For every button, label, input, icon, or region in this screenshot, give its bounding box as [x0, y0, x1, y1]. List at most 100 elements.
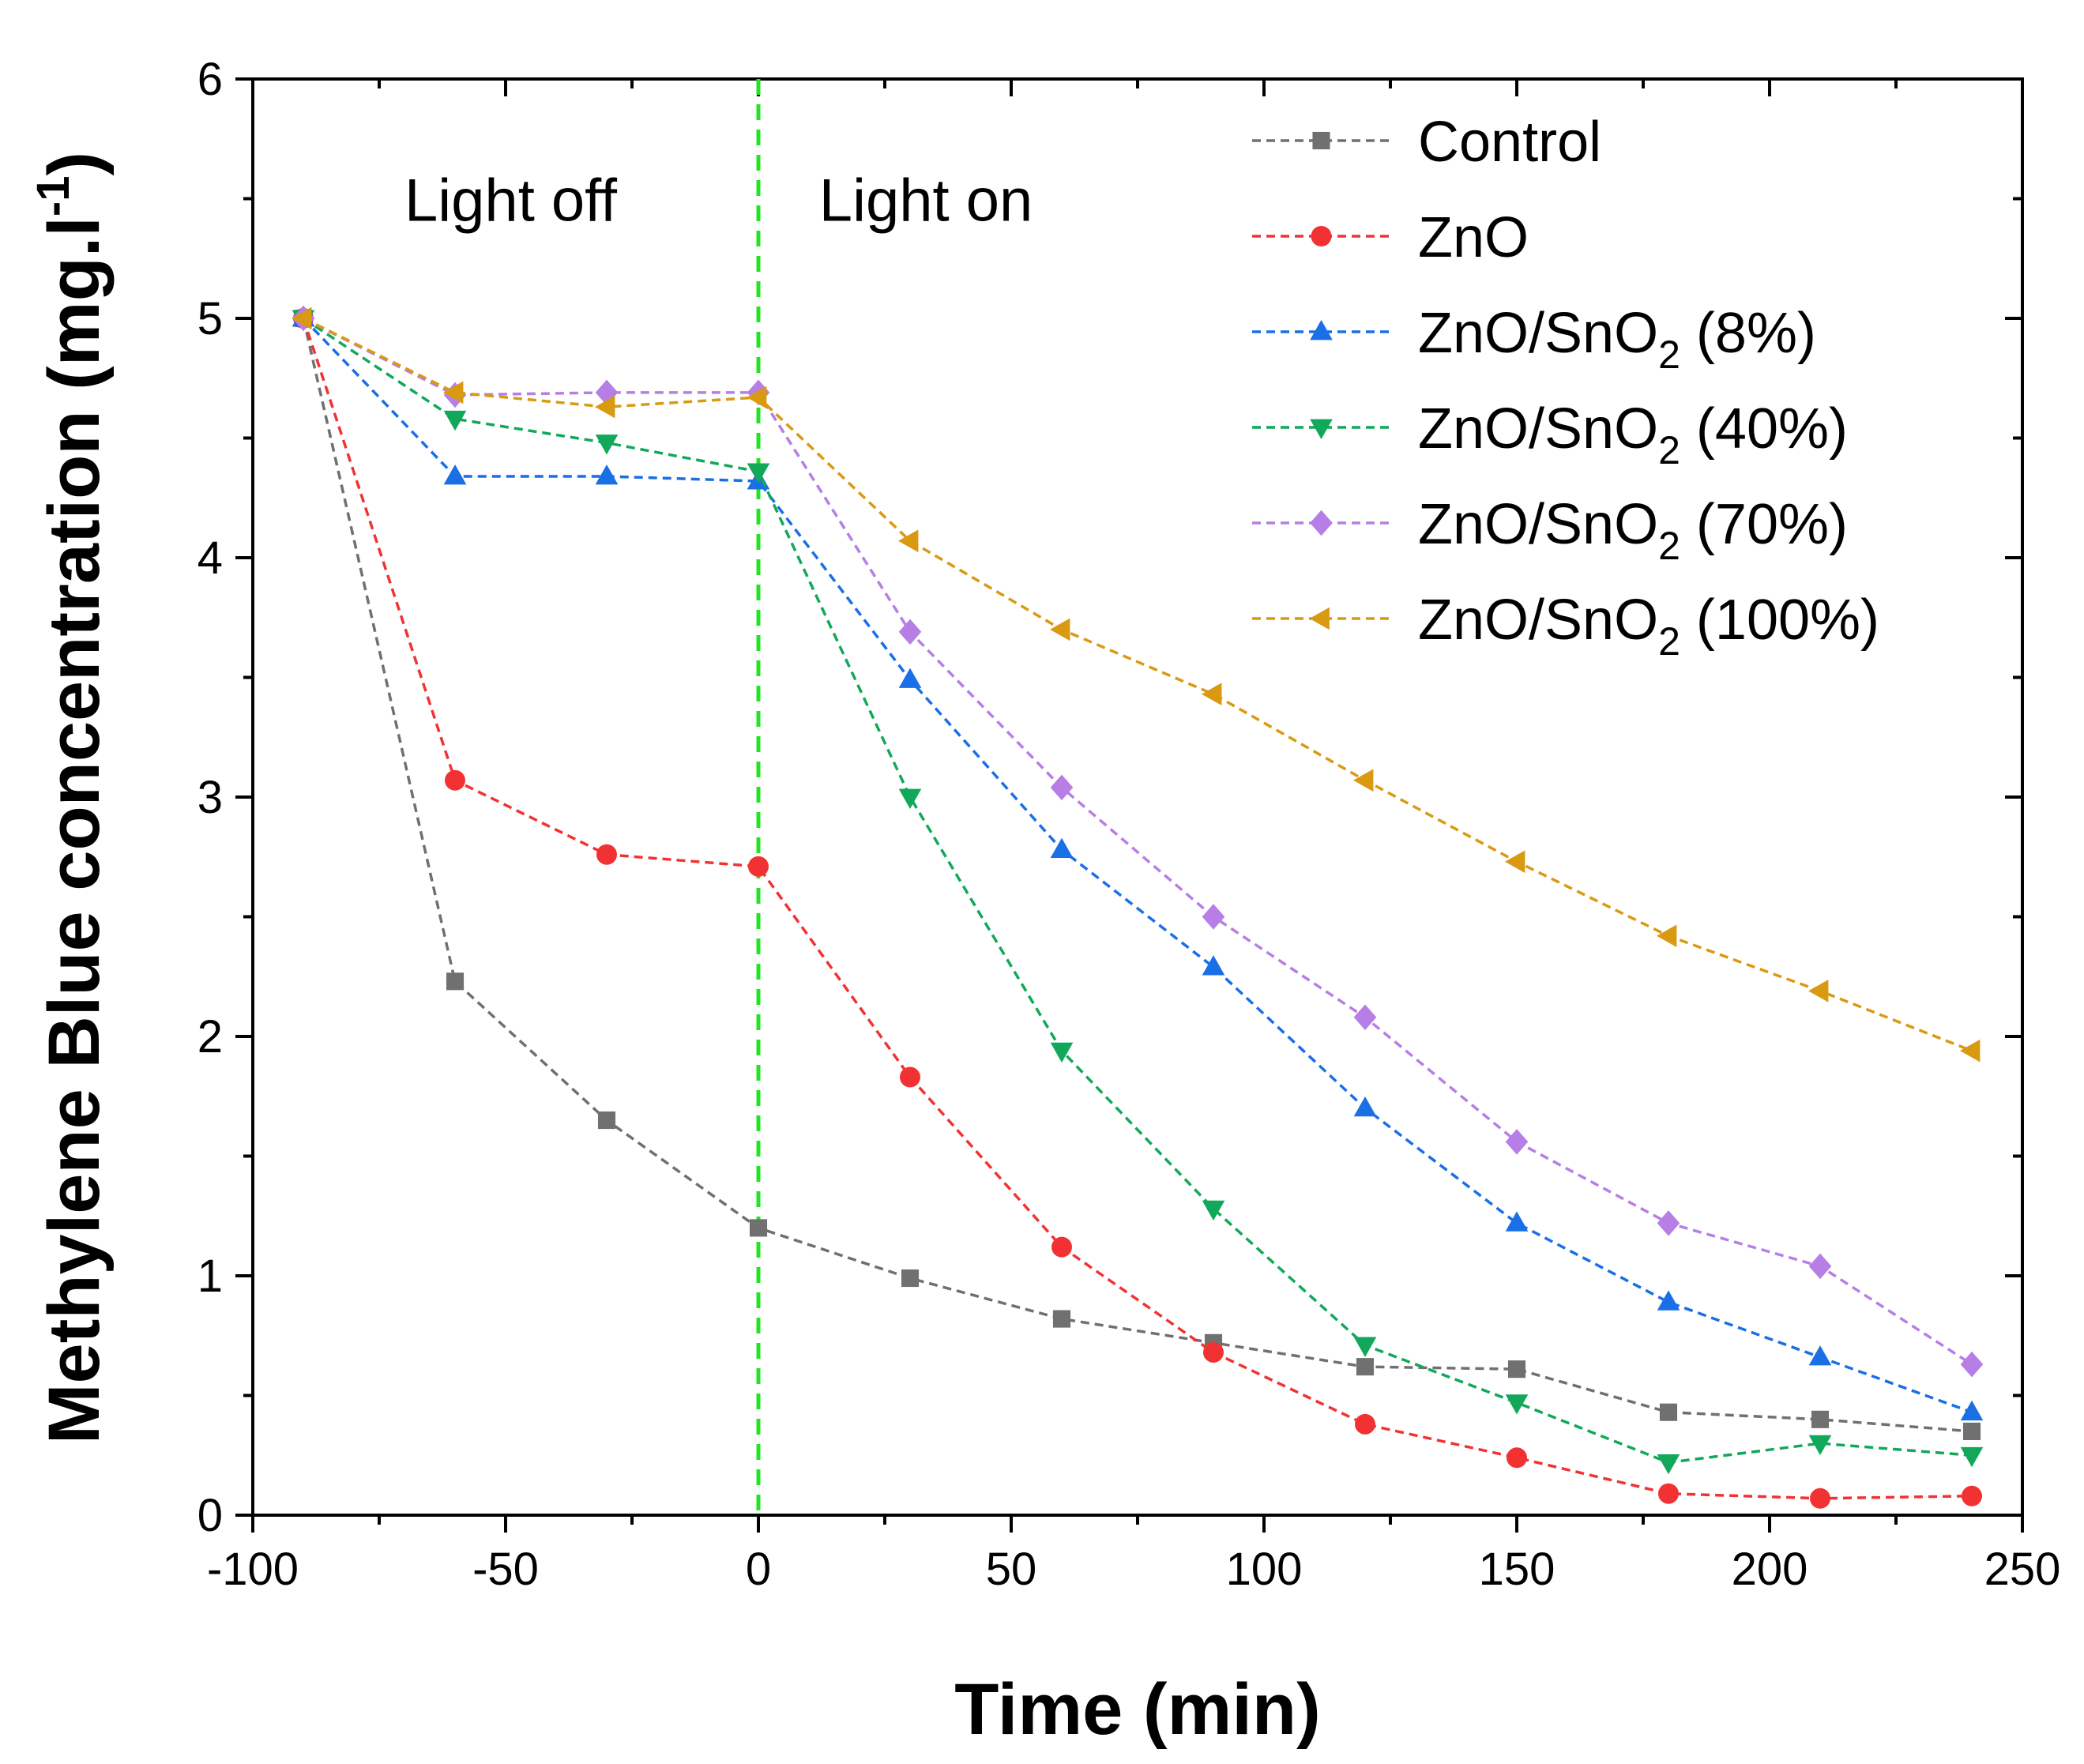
- data-point: [443, 381, 464, 404]
- data-point: [1962, 1422, 1981, 1440]
- legend-label-subscript: 2: [1658, 428, 1680, 472]
- legend-label-main: ZnO: [1418, 206, 1529, 269]
- legend-label-tail: (100%): [1680, 589, 1879, 652]
- legend-entry: Control: [1252, 111, 1601, 174]
- data-point: [597, 1111, 616, 1130]
- y-axis-ticks: 0 1 2 3 4 5 6: [197, 54, 2022, 1541]
- data-point: [1353, 1096, 1377, 1117]
- y-axis-title-superscript: -1: [28, 176, 79, 217]
- series-line: [302, 317, 1973, 1414]
- data-point: [898, 619, 922, 645]
- legend-marker: [1310, 419, 1333, 439]
- y-tick-label: 4: [197, 532, 223, 584]
- data-point: [747, 386, 767, 409]
- legend-marker: [1312, 131, 1330, 150]
- data-point: [1050, 1042, 1074, 1063]
- data-point: [1356, 1358, 1375, 1376]
- legend-label: Control: [1418, 111, 1601, 174]
- y-tick-label: 1: [197, 1251, 223, 1302]
- y-tick-label: 0: [197, 1490, 223, 1541]
- x-tick-label: 150: [1479, 1544, 1555, 1595]
- data-point: [1507, 1360, 1526, 1378]
- data-point: [1505, 850, 1525, 874]
- y-axis-title-main: Methylene Blue concentration (mg.l: [34, 216, 115, 1444]
- y-tick-label: 6: [197, 54, 223, 105]
- data-point: [595, 395, 615, 419]
- series-5: [292, 307, 1981, 1063]
- data-point: [1202, 683, 1222, 706]
- data-point: [1658, 1483, 1679, 1504]
- data-point: [748, 856, 769, 877]
- legend-label-main: ZnO/SnO: [1418, 589, 1658, 652]
- data-point: [1050, 837, 1074, 859]
- data-point: [595, 465, 619, 485]
- legend-label-main: ZnO/SnO: [1418, 302, 1658, 365]
- series-0: [294, 309, 1981, 1440]
- data-point: [1505, 1394, 1529, 1415]
- data-point: [1505, 1129, 1529, 1155]
- legend-label-subscript: 2: [1658, 524, 1680, 568]
- legend-marker: [1310, 320, 1333, 340]
- data-point: [749, 1219, 768, 1237]
- legend-entry: ZnO/SnO2 (70%): [1252, 493, 1848, 568]
- data-point: [898, 529, 919, 553]
- series-line: [303, 317, 1973, 1366]
- y-tick-label: 5: [197, 293, 223, 344]
- series-2: [292, 307, 1984, 1421]
- data-point: [595, 434, 619, 455]
- data-point: [1810, 1488, 1830, 1509]
- y-axis-title: Methylene Blue concentration (mg.l-1): [28, 152, 115, 1444]
- data-point: [898, 788, 922, 809]
- legend-entry: ZnO/SnO2 (8%): [1252, 302, 1816, 377]
- data-point: [1808, 1435, 1832, 1456]
- data-point: [1203, 1341, 1224, 1363]
- legend-label-subscript: 2: [1658, 619, 1680, 664]
- annotations: Light off Light on: [404, 167, 1033, 235]
- data-series: [292, 305, 1984, 1509]
- legend-label-main: ZnO/SnO: [1418, 493, 1658, 556]
- legend-entry: ZnO: [1252, 206, 1529, 269]
- data-point: [1657, 924, 1677, 948]
- data-point: [1808, 1253, 1832, 1280]
- legend-entry: ZnO/SnO2 (100%): [1252, 589, 1879, 664]
- data-point: [901, 1269, 920, 1288]
- x-axis-ticks: -100 -50 0 50 100 150 200 250: [207, 79, 2060, 1595]
- data-point: [1202, 955, 1225, 976]
- data-point: [1202, 904, 1225, 930]
- series-line: [303, 317, 1973, 1465]
- legend-label: ZnO: [1418, 206, 1529, 269]
- data-point: [1659, 1403, 1678, 1421]
- data-point: [595, 379, 619, 406]
- legend-label-main: Control: [1418, 111, 1601, 174]
- x-tick-label: 200: [1732, 1544, 1808, 1595]
- series-4: [292, 305, 1984, 1378]
- data-point: [443, 465, 467, 485]
- legend-label-main: ZnO/SnO: [1418, 397, 1658, 461]
- x-tick-label: -100: [207, 1544, 299, 1595]
- x-tick-label: 50: [986, 1544, 1037, 1595]
- data-point: [1657, 1290, 1680, 1311]
- legend-label-tail: (70%): [1680, 493, 1848, 556]
- legend-marker: [1311, 226, 1332, 246]
- data-point: [1962, 1485, 1982, 1506]
- x-axis-title: Time (min): [954, 1669, 1320, 1750]
- data-point: [1051, 1236, 1072, 1258]
- series-line: [303, 317, 1973, 1052]
- y-tick-label: 3: [197, 772, 223, 823]
- x-tick-label: 100: [1226, 1544, 1303, 1595]
- data-point: [1960, 1351, 1984, 1378]
- legend-marker: [1310, 510, 1333, 536]
- annotation-label: Light off: [404, 167, 618, 235]
- data-point: [443, 410, 467, 431]
- data-point: [1050, 618, 1070, 641]
- legend-entry: ZnO/SnO2 (40%): [1252, 397, 1848, 472]
- annotation-label: Light on: [819, 167, 1033, 235]
- legend-label: ZnO/SnO2 (70%): [1418, 493, 1848, 568]
- legend-marker: [1309, 607, 1330, 630]
- legend-label-tail: (40%): [1680, 397, 1848, 461]
- data-point: [1355, 1413, 1375, 1435]
- data-point: [445, 769, 465, 791]
- y-tick-label: 2: [197, 1011, 223, 1063]
- data-point: [1960, 1446, 1984, 1468]
